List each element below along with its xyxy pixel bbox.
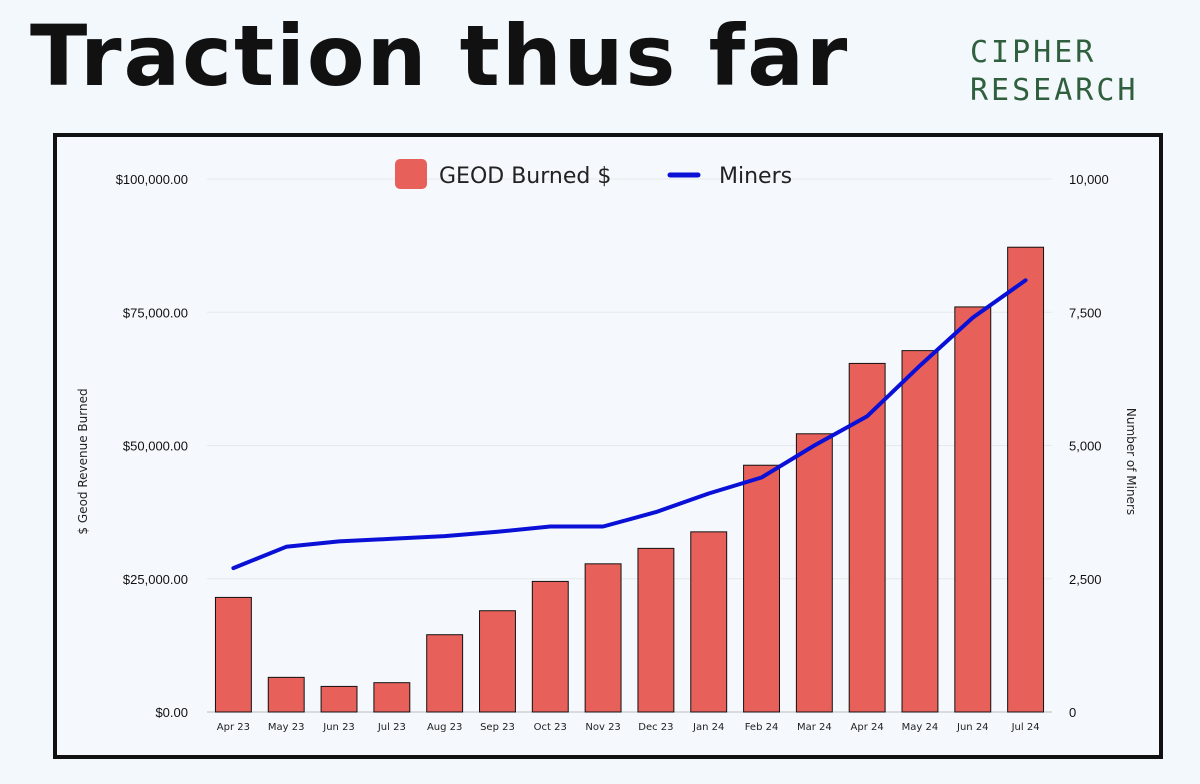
y-tick-label: $100,000.00 <box>116 172 188 187</box>
legend-swatch-bar <box>395 159 427 189</box>
bar <box>531 580 569 713</box>
y2-tick-label: 0 <box>1069 705 1076 720</box>
miners-line <box>231 278 1028 571</box>
bar <box>690 531 728 713</box>
x-tick-label: Aug 23 <box>427 722 462 733</box>
bar <box>901 350 939 713</box>
bar <box>637 547 675 713</box>
bar <box>1007 246 1045 713</box>
x-tick-label: May 24 <box>902 722 939 733</box>
x-tick-label: May 23 <box>268 722 305 733</box>
bar <box>954 306 992 713</box>
x-tick-label: Jun 24 <box>956 722 989 733</box>
x-tick-label: Jun 23 <box>322 722 355 733</box>
page-title: Traction thus far <box>30 7 850 105</box>
y2-axis-title: Number of Miners <box>1124 408 1138 515</box>
brand-line-2: RESEARCH <box>970 73 1139 108</box>
bar <box>426 634 464 713</box>
x-tick-label: Mar 24 <box>797 722 832 733</box>
brand-line-1: CIPHER <box>970 35 1097 70</box>
legend-label-line: Miners <box>719 164 792 189</box>
y-axis-title: $ Geod Revenue Burned <box>76 388 90 534</box>
y-tick-label: $25,000.00 <box>123 572 188 587</box>
x-tick-label: Oct 23 <box>534 722 567 733</box>
bar <box>214 596 252 713</box>
y2-tick-label: 2,500 <box>1069 572 1102 587</box>
y2-tick-label: 7,500 <box>1069 305 1102 320</box>
bar <box>320 685 358 713</box>
x-tick-label: Jul 23 <box>377 722 406 733</box>
bar <box>373 682 411 713</box>
brand-logo: CIPHER RESEARCH <box>970 34 1139 110</box>
y2-tick-label: 5,000 <box>1069 439 1102 454</box>
combo-chart: $0.00 0 $25,000.00 2,500 $50,000.00 5,000 $75,… <box>76 159 1138 733</box>
y-tick-label: $0.00 <box>155 705 188 720</box>
y2-tick-label: 10,000 <box>1069 172 1109 187</box>
bar <box>795 433 833 713</box>
y-tick-label: $75,000.00 <box>123 305 188 320</box>
bar <box>584 563 622 713</box>
x-tick-label: Sep 23 <box>480 722 515 733</box>
x-tick-label: Apr 24 <box>851 722 884 733</box>
x-tick-label: Apr 23 <box>217 722 250 733</box>
bar <box>479 610 516 713</box>
x-tick-label: Dec 23 <box>638 722 673 733</box>
x-tick-label: Feb 24 <box>745 722 779 733</box>
y-tick-label: $50,000.00 <box>123 439 188 454</box>
x-tick-label: Nov 23 <box>585 722 620 733</box>
bar <box>267 676 305 713</box>
legend-label-bar: GEOD Burned $ <box>439 164 611 189</box>
chart-frame: $0.00 0 $25,000.00 2,500 $50,000.00 5,000 $75,… <box>53 133 1163 759</box>
x-tick-label: Jul 24 <box>1011 722 1040 733</box>
bar <box>743 464 780 713</box>
x-tick-label: Jan 24 <box>692 722 724 733</box>
